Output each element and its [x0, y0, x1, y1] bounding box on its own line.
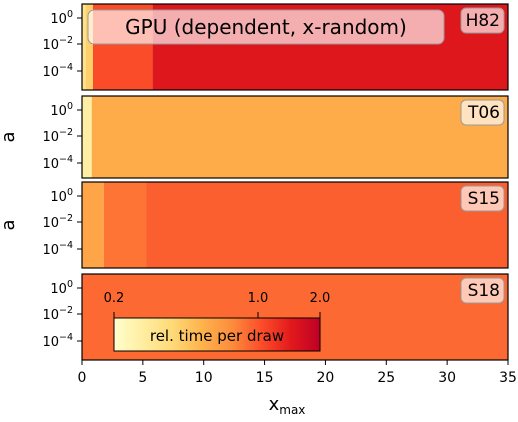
panel-s15: 100 10−2 10−4 S15 — [42, 181, 509, 269]
heatmap-cell-s15-0 — [82, 182, 104, 268]
y-tick-label: 10−4 — [42, 62, 73, 80]
x-tick-label: 5 — [138, 370, 147, 386]
heatmap-cell-h82-1 — [85, 4, 93, 90]
heatmap-cell-t06-0 — [82, 96, 92, 178]
panel-frame — [81, 273, 509, 361]
panel-frame — [81, 95, 509, 179]
y-tick-label: 10−4 — [42, 154, 73, 172]
panel-label-box — [460, 99, 505, 126]
panel-label-s18: S18 — [468, 281, 500, 301]
y-tick-label: 100 — [50, 279, 73, 297]
colorbar-tick-label: 0.2 — [104, 291, 125, 306]
chart-title-group: GPU (dependent, x-random) — [87, 9, 445, 45]
y-tick-label: 10−2 — [42, 305, 73, 323]
heatmap-cell-s15-1 — [103, 182, 147, 268]
panel-h82: 100 10−2 10−4 H82 — [42, 3, 509, 91]
y-tick-label: 10−2 — [42, 127, 73, 145]
colorbar-tick-label: 1.0 — [248, 291, 269, 306]
chart-title: GPU (dependent, x-random) — [125, 15, 407, 39]
x-tick-label: 35 — [499, 370, 517, 386]
y-axis-label: a — [0, 219, 19, 230]
panel-frame — [81, 181, 509, 269]
y-axis-labels: aa — [0, 131, 19, 230]
panel-label-h82: H82 — [466, 11, 500, 31]
x-tick-label: 0 — [78, 370, 87, 386]
y-tick-label: 10−2 — [42, 213, 73, 231]
colorbar-gradient — [113, 317, 321, 352]
panel-t06: 100 10−2 10−4 T06 — [42, 95, 509, 179]
x-tick-label: 20 — [317, 370, 335, 386]
x-axis: 0 5 10 15 20 25 30 35 xmax — [78, 360, 517, 417]
x-tick-label: 10 — [195, 370, 213, 386]
panel-label-s15: S15 — [468, 189, 500, 209]
colorbar-tick-label: 2.0 — [310, 291, 331, 306]
x-tick-label: 30 — [438, 370, 456, 386]
panel-label-box — [460, 7, 505, 34]
y-tick-label: 10−4 — [42, 240, 73, 258]
heatmap-cell-h82-0 — [82, 4, 86, 90]
y-tick-label: 10−2 — [42, 35, 73, 53]
panel-label-box — [460, 277, 505, 304]
y-axis-label: a — [0, 131, 19, 142]
panel-label-t06: T06 — [467, 103, 500, 123]
panel-label-box — [460, 185, 505, 212]
x-tick-label: 15 — [256, 370, 274, 386]
x-tick-label: 25 — [377, 370, 395, 386]
y-tick-label: 100 — [50, 187, 73, 205]
x-axis-label: xmax — [269, 394, 306, 417]
y-tick-label: 100 — [50, 9, 73, 27]
y-tick-label: 10−4 — [42, 332, 73, 350]
panel-frame — [81, 3, 509, 91]
colorbar-label: rel. time per draw — [150, 327, 284, 345]
y-tick-label: 100 — [50, 101, 73, 119]
title-box — [87, 9, 445, 45]
colorbar: rel. time per draw 0.2 1.0 2.0 — [104, 291, 331, 352]
panels-layer: 100 10−2 10−4 H82 100 10−2 10−4 T06 100 10−2 10−4 S… — [42, 3, 509, 361]
heatmap-cell-t06-1 — [91, 96, 508, 178]
heatmap-cell-s15-2 — [146, 182, 508, 268]
